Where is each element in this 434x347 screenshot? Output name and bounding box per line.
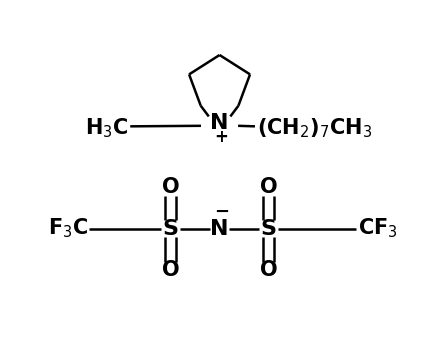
Text: H$_3$C: H$_3$C: [85, 117, 128, 140]
Text: O: O: [161, 177, 179, 197]
Text: (CH$_2$)$_7$CH$_3$: (CH$_2$)$_7$CH$_3$: [256, 117, 371, 140]
Text: N: N: [210, 113, 228, 133]
Text: CF$_3$: CF$_3$: [357, 217, 397, 240]
Text: O: O: [259, 260, 276, 280]
Text: O: O: [259, 177, 276, 197]
Text: N: N: [210, 219, 228, 239]
Text: S: S: [260, 219, 276, 239]
Text: F$_3$C: F$_3$C: [48, 217, 88, 240]
Text: S: S: [162, 219, 178, 239]
Text: +: +: [214, 128, 228, 146]
Text: −: −: [213, 203, 228, 221]
Text: O: O: [161, 260, 179, 280]
